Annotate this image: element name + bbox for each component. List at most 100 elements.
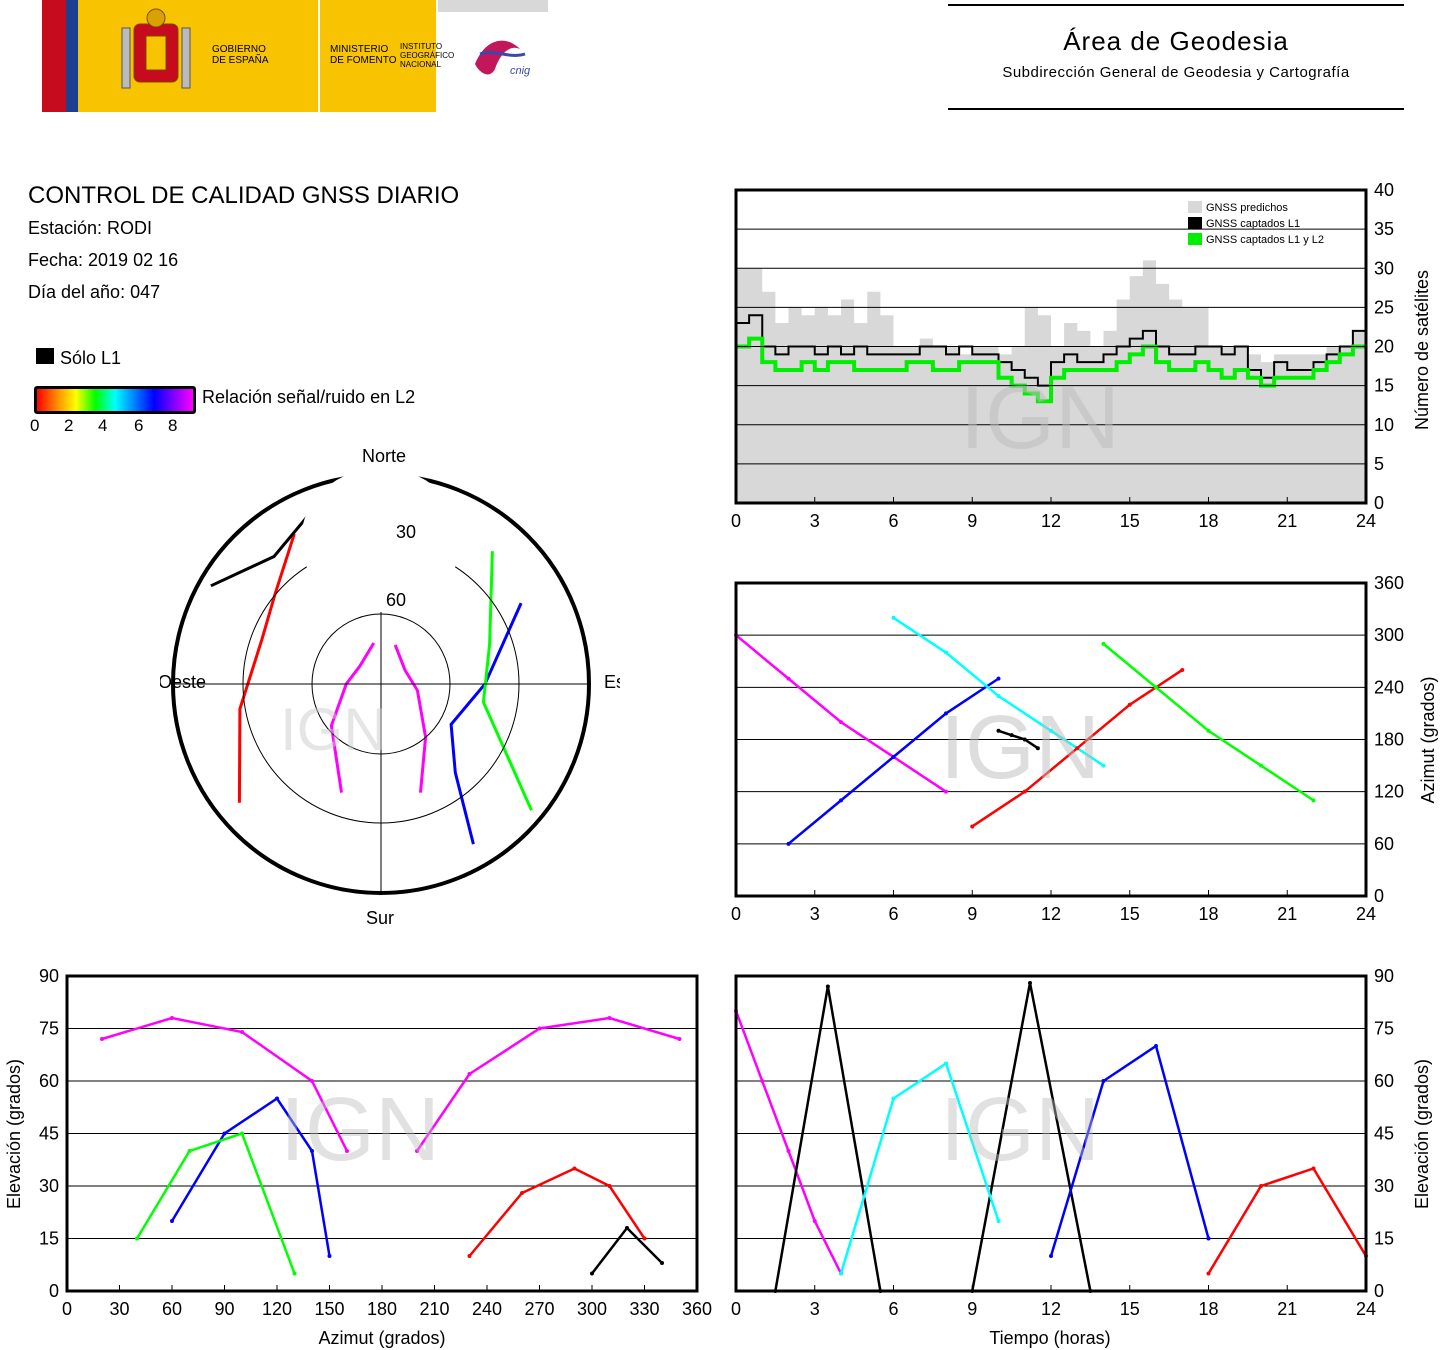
- y-tick-label: 0: [1374, 1281, 1384, 1301]
- y-tick-label: 30: [1374, 258, 1394, 278]
- y-tick-label: 60: [1374, 1071, 1394, 1091]
- elevation-azimuth-chart: IGN 0 30 60 90 120 150 180 210 240 270 300 330 360 0…: [4, 966, 712, 1348]
- track-point: [1154, 1044, 1158, 1048]
- flag-stripe-blue: [66, 0, 78, 112]
- track-point: [467, 1254, 472, 1258]
- elevation-azimuth-y-ticks: 0 15 30 45 60 75 90: [39, 966, 59, 1301]
- x-tick-label: 18: [1198, 511, 1218, 531]
- skyplot-east-label: Este: [604, 672, 620, 692]
- track-point: [1049, 728, 1053, 733]
- x-tick-label: 90: [214, 1299, 234, 1319]
- skyplot: Norte Sur Este Oeste 30 60 IGN: [160, 446, 620, 928]
- elevation-azimuth-watermark: IGN: [280, 1080, 440, 1180]
- elevation-time-watermark: IGN: [940, 1080, 1100, 1180]
- header-top-rule: [948, 4, 1404, 6]
- cnig-text: cnig: [510, 65, 531, 77]
- track-point: [607, 1016, 612, 1020]
- elevation-time-xlabel: Tiempo (horas): [989, 1328, 1110, 1348]
- y-tick-label: 75: [39, 1019, 59, 1039]
- y-tick-label: 300: [1374, 625, 1404, 645]
- x-tick-label: 24: [1356, 511, 1376, 531]
- y-tick-label: 15: [1374, 1229, 1394, 1249]
- elevation-time-x-ticks: 0 3 6 9 12 15 18 21 24: [731, 1299, 1376, 1319]
- y-tick-label: 120: [1374, 782, 1404, 802]
- track-point: [996, 728, 1001, 733]
- gobierno-panel: GOBIERNO DE ESPAÑA: [78, 0, 318, 112]
- track-point: [970, 824, 975, 829]
- track-point: [187, 1149, 192, 1153]
- track-point: [1049, 1254, 1053, 1258]
- skyplot-track: [237, 533, 296, 803]
- track-point: [467, 1072, 472, 1076]
- track-point: [760, 1079, 765, 1083]
- snr-tick-4: 4: [98, 416, 108, 435]
- track-point: [642, 1236, 647, 1241]
- x-tick-label: 18: [1198, 904, 1218, 924]
- track-point: [996, 1219, 1001, 1223]
- track-point: [1259, 1184, 1263, 1188]
- page-title: CONTROL DE CALIDAD GNSS DIARIO: [28, 182, 460, 209]
- y-tick-label: 15: [1374, 376, 1394, 396]
- track-point: [1035, 746, 1040, 751]
- x-tick-label: 3: [810, 511, 820, 531]
- track-point: [170, 1016, 174, 1020]
- track-point: [240, 1030, 244, 1034]
- y-tick-label: 60: [1374, 834, 1394, 854]
- track-point: [996, 676, 1001, 681]
- track-point: [1101, 763, 1106, 768]
- ign-line2: GEOGRÁFICO: [400, 51, 455, 60]
- track-point: [839, 798, 843, 803]
- y-tick-label: 0: [1374, 886, 1384, 906]
- y-tick-label: 15: [39, 1229, 59, 1249]
- skyplot-north-hole: [301, 468, 461, 612]
- x-tick-label: 15: [1120, 511, 1140, 531]
- captured-l1l2-line: [736, 336, 1366, 404]
- y-tick-label: 180: [1374, 730, 1404, 750]
- track-point: [240, 1131, 244, 1136]
- azimuth-time-grid: [735, 634, 1367, 896]
- x-tick-label: 3: [810, 1299, 820, 1319]
- x-tick-label: 210: [419, 1299, 449, 1319]
- ign-line1: INSTITUTO: [400, 42, 443, 51]
- satellite-count-grid: [735, 228, 1367, 503]
- track-point: [1127, 702, 1132, 707]
- logo-top-bar: [438, 0, 548, 12]
- x-tick-label: 180: [367, 1299, 397, 1319]
- date-label: Fecha: 2019 02 16: [28, 250, 179, 270]
- area-header: Área de Geodesia Subdirección General de…: [948, 4, 1404, 110]
- y-tick-label: 240: [1374, 677, 1404, 697]
- y-tick-label: 90: [1374, 966, 1394, 986]
- track-point: [1154, 685, 1158, 690]
- track-point: [1075, 746, 1080, 751]
- gobierno-line1: GOBIERNO: [212, 44, 266, 55]
- track-point: [1311, 1166, 1316, 1171]
- x-tick-label: 21: [1277, 904, 1297, 924]
- x-tick-label: 12: [1041, 904, 1061, 924]
- skyplot-tracks: [210, 504, 533, 845]
- satellite-count-chart: IGN GNSS predichos GNSS captados L1 GNSS…: [731, 180, 1432, 531]
- track-point: [944, 650, 948, 655]
- azimuth-time-ylabel: Azimut (grados): [1418, 676, 1438, 803]
- x-tick-label: 24: [1356, 1299, 1376, 1319]
- x-tick-label: 0: [62, 1299, 72, 1319]
- x-tick-label: 0: [731, 511, 741, 531]
- y-tick-label: 60: [39, 1071, 59, 1091]
- skyplot-ring-label-30: 30: [396, 522, 416, 542]
- track-point: [345, 1149, 349, 1153]
- y-tick-label: 20: [1374, 337, 1394, 357]
- azimuth-time-chart: IGN 0 3 6 9 12 15 18 21 24 0 60 120 180 240 300 360 Az…: [731, 573, 1438, 924]
- skyplot-track: [449, 602, 523, 845]
- track-point: [1206, 1236, 1211, 1241]
- track-point: [572, 1166, 577, 1171]
- x-tick-label: 6: [888, 904, 898, 924]
- track-point: [825, 984, 830, 989]
- y-tick-label: 5: [1374, 454, 1384, 474]
- track-point: [415, 1149, 419, 1153]
- track-point: [1022, 737, 1027, 742]
- track-point: [537, 1026, 542, 1031]
- track-point: [520, 1191, 524, 1195]
- x-tick-label: 12: [1041, 1299, 1061, 1319]
- x-tick-label: 9: [967, 904, 977, 924]
- x-tick-label: 240: [472, 1299, 502, 1319]
